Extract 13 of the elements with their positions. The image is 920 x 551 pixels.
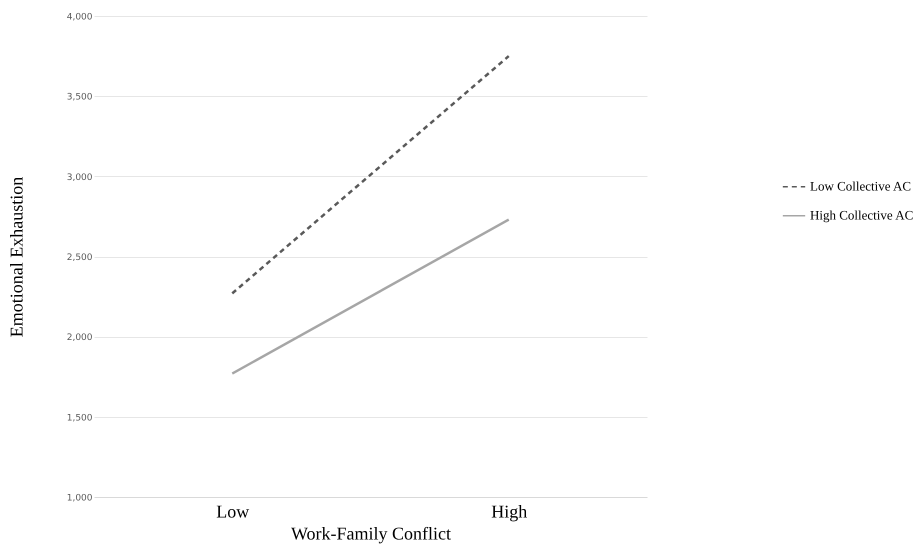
x-tick-label: High: [491, 502, 528, 522]
y-tick-label: 4,000: [66, 12, 93, 22]
y-tick-label: 2,500: [66, 253, 93, 263]
y-axis-title: Emotional Exhaustion: [6, 176, 27, 338]
x-axis-title: Work-Family Conflict: [290, 524, 452, 544]
x-tick-label: Low: [216, 502, 250, 522]
y-tick-label: 3,000: [66, 172, 93, 183]
y-tick-label: 1,000: [66, 494, 93, 504]
y-tick-label: 3,500: [66, 92, 93, 103]
legend-label: High Collective AC: [810, 208, 914, 223]
y-tick-label: 1,500: [66, 413, 93, 424]
legend-label: Low Collective AC: [810, 178, 912, 194]
y-tick-label: 2,000: [66, 333, 93, 344]
